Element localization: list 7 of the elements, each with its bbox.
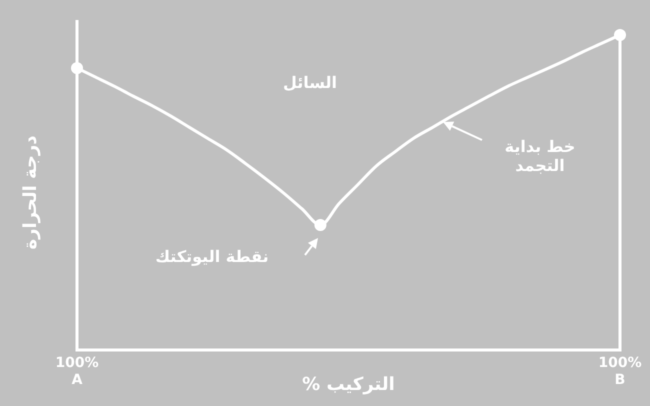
annotation: خط بداية التجمد	[504, 137, 576, 176]
xtick: 100% B	[598, 355, 642, 388]
annotation: السائل	[282, 73, 338, 92]
xtick: 100% A	[55, 355, 99, 388]
ylabel: درجة الحرارة	[20, 136, 41, 250]
annotation: نقطة اليوتكتك	[155, 247, 269, 266]
xlabel: التركيب %	[302, 374, 395, 395]
